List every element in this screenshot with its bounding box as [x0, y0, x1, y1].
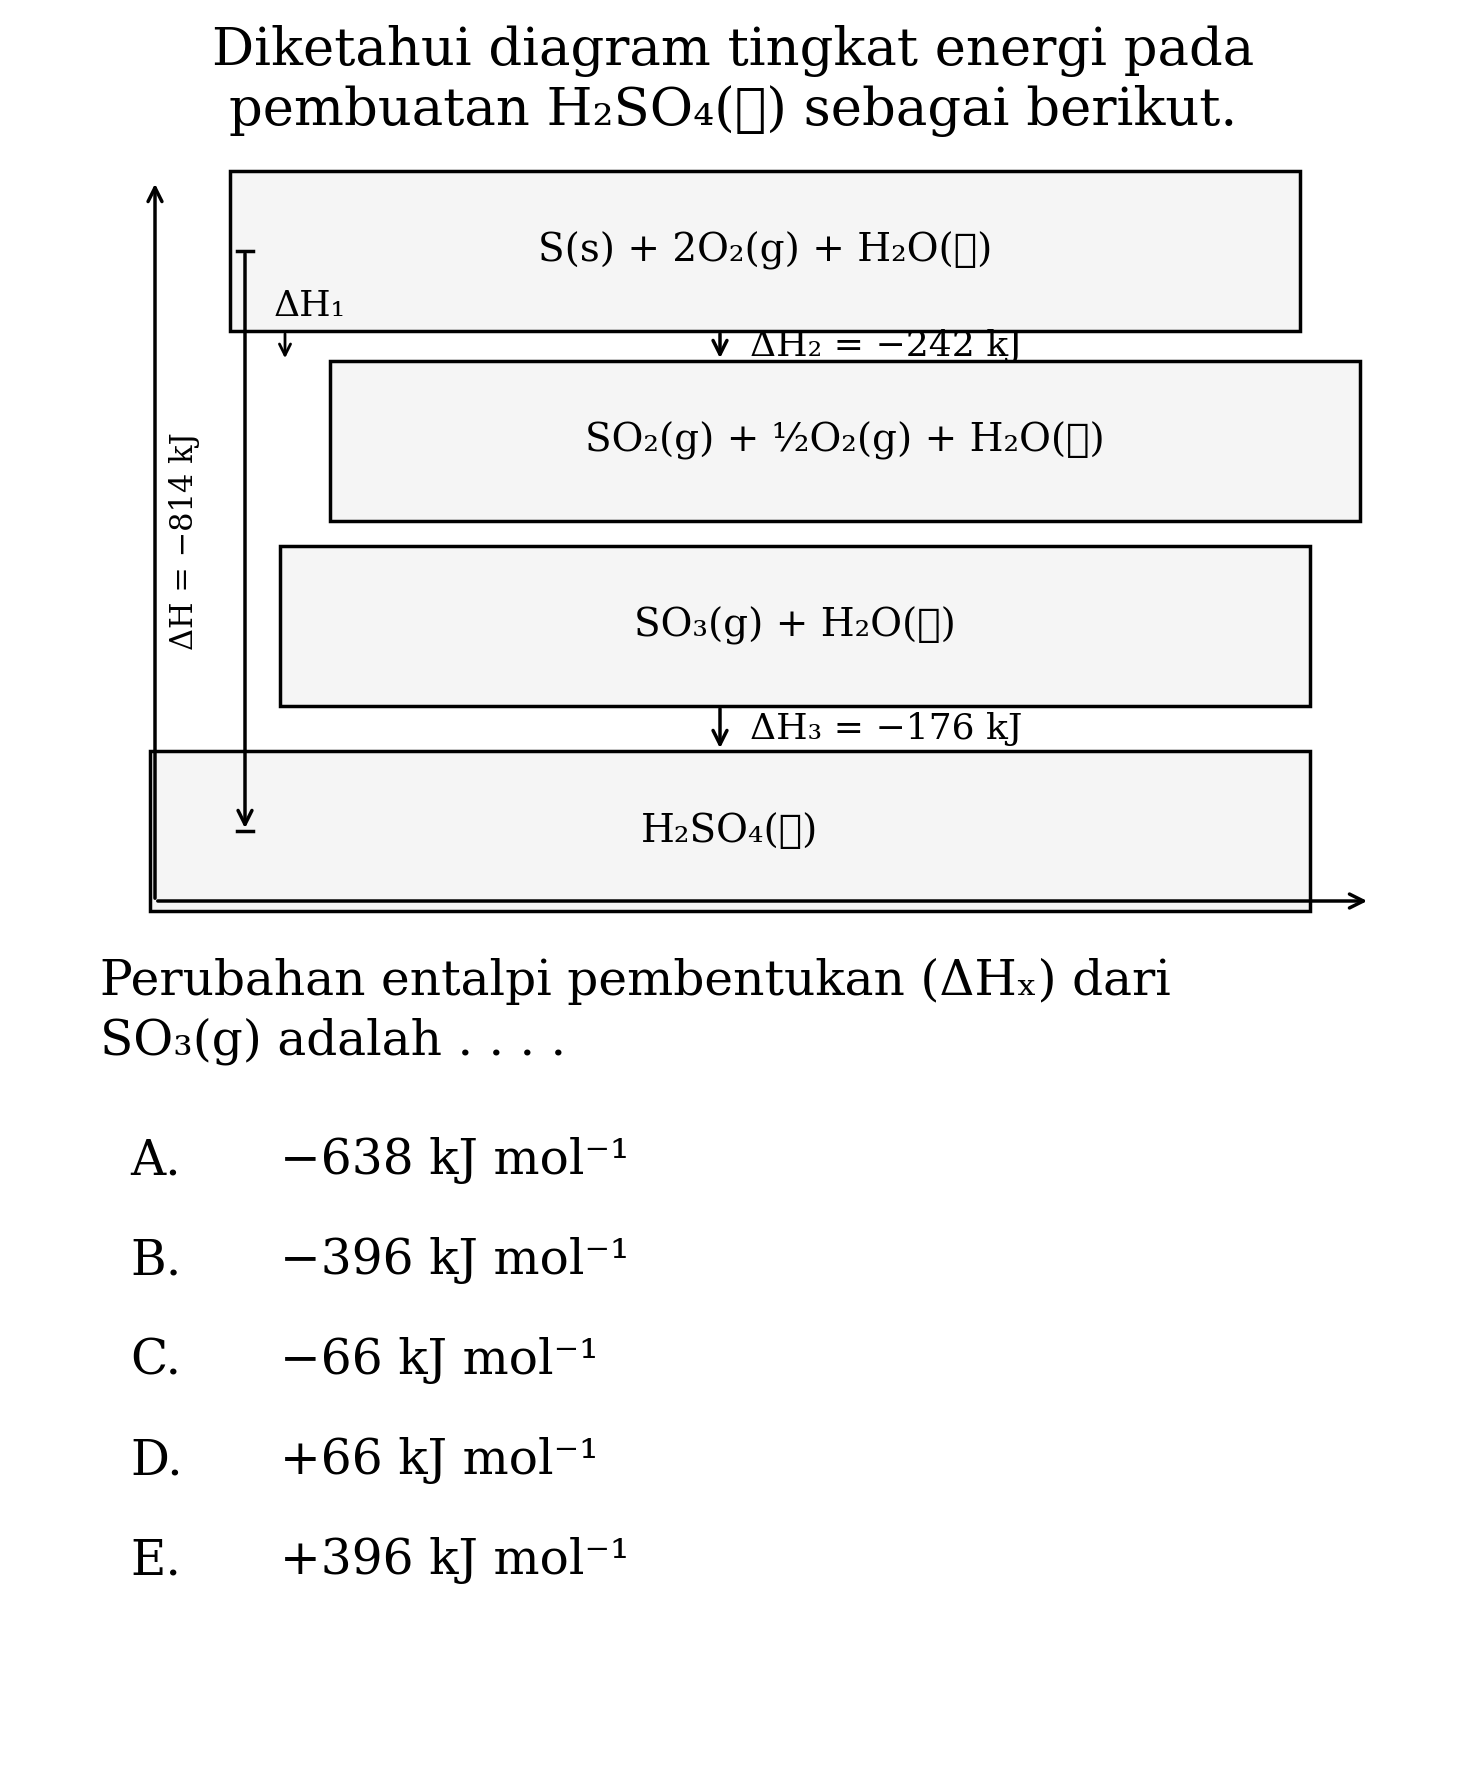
Text: SO₃(g) + H₂O(ℓ): SO₃(g) + H₂O(ℓ) [634, 607, 956, 645]
Bar [330, 361, 1360, 521]
Text: −66 kJ mol⁻¹: −66 kJ mol⁻¹ [280, 1337, 599, 1385]
Text: ΔH₁: ΔH₁ [274, 289, 346, 322]
Text: ΔH = −814 kJ: ΔH = −814 kJ [170, 432, 201, 650]
Text: Perubahan entalpi pembentukan (ΔHₓ) dari: Perubahan entalpi pembentukan (ΔHₓ) dari [100, 958, 1171, 1004]
Text: ΔH₂ = −242 kJ: ΔH₂ = −242 kJ [750, 329, 1022, 363]
Text: pembuatan H₂SO₄(ℓ) sebagai berikut.: pembuatan H₂SO₄(ℓ) sebagai berikut. [229, 85, 1237, 136]
Text: Diketahui diagram tingkat energi pada: Diketahui diagram tingkat energi pada [211, 25, 1254, 76]
Bar [150, 751, 1310, 910]
Text: SO₂(g) + ½O₂(g) + H₂O(ℓ): SO₂(g) + ½O₂(g) + H₂O(ℓ) [585, 421, 1105, 460]
Text: +396 kJ mol⁻¹: +396 kJ mol⁻¹ [280, 1537, 629, 1585]
Text: SO₃(g) adalah . . . .: SO₃(g) adalah . . . . [100, 1017, 566, 1064]
Text: ΔH₃ = −176 kJ: ΔH₃ = −176 kJ [750, 712, 1022, 746]
Text: D.: D. [131, 1438, 182, 1484]
Text: E.: E. [131, 1537, 180, 1585]
Bar [230, 172, 1300, 331]
Text: A.: A. [131, 1137, 180, 1185]
Text: H₂SO₄(ℓ): H₂SO₄(ℓ) [641, 813, 819, 850]
Text: +66 kJ mol⁻¹: +66 kJ mol⁻¹ [280, 1438, 599, 1484]
Text: C.: C. [131, 1337, 180, 1385]
Text: −396 kJ mol⁻¹: −396 kJ mol⁻¹ [280, 1238, 629, 1284]
Bar [280, 545, 1310, 707]
Text: −638 kJ mol⁻¹: −638 kJ mol⁻¹ [280, 1137, 629, 1185]
Text: B.: B. [131, 1238, 182, 1284]
Text: S(s) + 2O₂(g) + H₂O(ℓ): S(s) + 2O₂(g) + H₂O(ℓ) [538, 232, 992, 271]
